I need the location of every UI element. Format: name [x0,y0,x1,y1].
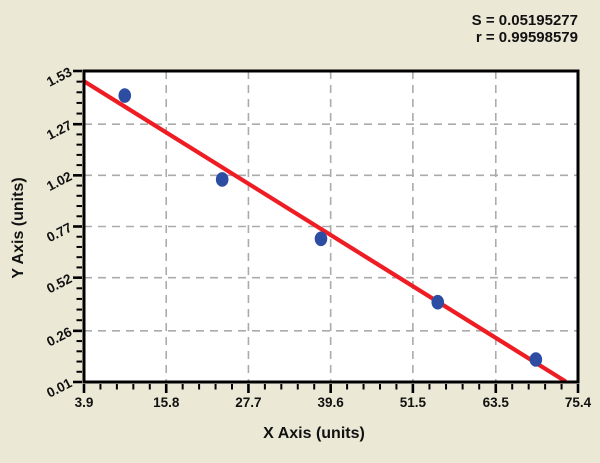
data-point [118,88,132,103]
x-tick-label: 3.9 [75,395,94,410]
y-tick-label: 1.27 [44,118,74,143]
data-point [215,172,229,187]
x-tick-label: 39.6 [318,395,345,410]
data-point [314,231,328,247]
x-tick-label: 75.4 [565,395,592,410]
y-tick-label: 0.26 [44,324,75,350]
x-tick-label: 15.8 [153,395,180,410]
data-point [529,352,543,367]
stat-s-value: S = 0.05195277 [471,12,578,29]
y-tick-label: 0.77 [44,220,74,245]
x-tick-label: 63.5 [483,395,510,410]
y-tick-label: 1.53 [44,64,75,90]
trend-line [81,79,567,384]
x-axis-title: X Axis (units) [263,425,365,442]
x-tick-label: 27.7 [235,395,261,410]
y-tick-label: 1.02 [44,169,74,194]
y-tick-label: 0.01 [44,375,75,401]
plot-frame [82,69,580,384]
y-tick-label: 0.52 [44,271,74,296]
x-tick-label: 51.5 [400,395,427,410]
stat-r-value: r = 0.99598579 [475,29,578,46]
stats-annotation: S = 0.05195277 r = 0.99598579 [472,12,578,46]
y-axis-title: Y Axis (units) [10,177,27,279]
data-point [431,294,445,310]
